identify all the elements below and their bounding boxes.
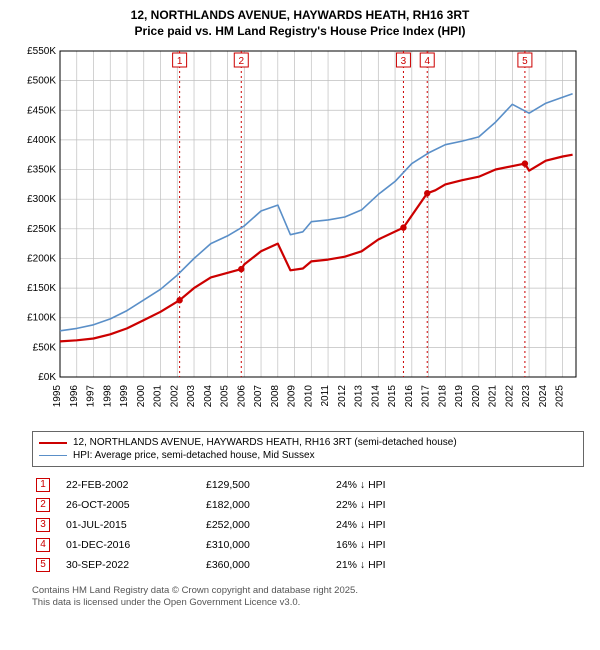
svg-text:2023: 2023 — [521, 385, 532, 408]
event-price: £129,500 — [202, 475, 332, 495]
svg-text:2005: 2005 — [220, 385, 231, 408]
svg-text:2020: 2020 — [471, 385, 482, 408]
svg-text:2003: 2003 — [186, 385, 197, 408]
legend-item-hpi: HPI: Average price, semi-detached house,… — [39, 449, 577, 462]
svg-text:£200K: £200K — [27, 254, 56, 265]
svg-text:£350K: £350K — [27, 165, 56, 176]
event-row: 3 01-JUL-2015£252,00024% ↓ HPI — [32, 515, 584, 535]
event-delta: 16% ↓ HPI — [332, 535, 584, 555]
chart-title: 12, NORTHLANDS AVENUE, HAYWARDS HEATH, R… — [14, 8, 586, 39]
svg-text:£300K: £300K — [27, 194, 56, 205]
footnote-line1: Contains HM Land Registry data © Crown c… — [32, 585, 584, 597]
event-row: 5 30-SEP-2022£360,00021% ↓ HPI — [32, 555, 584, 575]
svg-text:1996: 1996 — [69, 385, 80, 408]
event-marker: 5 — [36, 558, 50, 572]
svg-text:2008: 2008 — [270, 385, 281, 408]
events-table: 1 22-FEB-2002£129,50024% ↓ HPI 2 26-OCT-200… — [32, 475, 584, 575]
event-price: £360,000 — [202, 555, 332, 575]
event-row: 1 22-FEB-2002£129,50024% ↓ HPI — [32, 475, 584, 495]
event-delta: 24% ↓ HPI — [332, 475, 584, 495]
svg-text:2025: 2025 — [555, 385, 566, 408]
svg-text:2012: 2012 — [337, 385, 348, 408]
svg-text:2011: 2011 — [320, 385, 331, 407]
title-line2: Price paid vs. HM Land Registry's House … — [14, 24, 586, 40]
footnote-line2: This data is licensed under the Open Gov… — [32, 597, 584, 609]
event-price: £252,000 — [202, 515, 332, 535]
svg-text:£0K: £0K — [38, 372, 56, 383]
event-row: 2 26-OCT-2005£182,00022% ↓ HPI — [32, 495, 584, 515]
chart-area: £0K £50K £100K £150K £200K £250K £300K £350K £40… — [14, 45, 584, 425]
event-marker: 3 — [36, 518, 50, 532]
svg-text:£250K: £250K — [27, 224, 56, 235]
event-date: 26-OCT-2005 — [62, 495, 202, 515]
svg-text:2007: 2007 — [253, 385, 264, 408]
svg-text:2002: 2002 — [169, 385, 180, 408]
svg-text:1997: 1997 — [86, 385, 97, 408]
svg-text:£400K: £400K — [27, 135, 56, 146]
svg-text:£500K: £500K — [27, 76, 56, 87]
svg-text:2017: 2017 — [421, 385, 432, 408]
legend-swatch-hpi — [39, 455, 67, 456]
svg-text:£50K: £50K — [33, 343, 57, 354]
title-line1: 12, NORTHLANDS AVENUE, HAYWARDS HEATH, R… — [14, 8, 586, 24]
event-price: £182,000 — [202, 495, 332, 515]
svg-text:2021: 2021 — [488, 385, 499, 408]
svg-text:£100K: £100K — [27, 313, 56, 324]
svg-text:2009: 2009 — [287, 385, 298, 408]
svg-text:£450K: £450K — [27, 105, 56, 116]
event-marker: 1 — [36, 478, 50, 492]
legend: 12, NORTHLANDS AVENUE, HAYWARDS HEATH, R… — [32, 431, 584, 467]
event-date: 01-JUL-2015 — [62, 515, 202, 535]
svg-text:2014: 2014 — [370, 385, 381, 408]
legend-item-property: 12, NORTHLANDS AVENUE, HAYWARDS HEATH, R… — [39, 436, 577, 449]
svg-text:2001: 2001 — [153, 385, 164, 408]
svg-text:2004: 2004 — [203, 385, 214, 408]
event-delta: 22% ↓ HPI — [332, 495, 584, 515]
svg-text:2016: 2016 — [404, 385, 415, 408]
svg-text:4: 4 — [424, 56, 430, 67]
svg-text:2019: 2019 — [454, 385, 465, 408]
svg-text:£550K: £550K — [27, 46, 56, 57]
event-price: £310,000 — [202, 535, 332, 555]
svg-text:1999: 1999 — [119, 385, 130, 408]
legend-label-property: 12, NORTHLANDS AVENUE, HAYWARDS HEATH, R… — [73, 437, 457, 448]
svg-text:2010: 2010 — [303, 385, 314, 408]
svg-text:£150K: £150K — [27, 283, 56, 294]
event-date: 30-SEP-2022 — [62, 555, 202, 575]
legend-swatch-property — [39, 442, 67, 444]
footnote: Contains HM Land Registry data © Crown c… — [32, 585, 584, 609]
svg-text:1: 1 — [177, 56, 183, 67]
event-marker: 4 — [36, 538, 50, 552]
svg-text:2024: 2024 — [538, 385, 549, 408]
svg-text:2013: 2013 — [354, 385, 365, 408]
svg-text:3: 3 — [401, 56, 407, 67]
event-row: 4 01-DEC-2016£310,00016% ↓ HPI — [32, 535, 584, 555]
svg-text:1998: 1998 — [102, 385, 113, 408]
svg-text:2006: 2006 — [236, 385, 247, 408]
legend-label-hpi: HPI: Average price, semi-detached house,… — [73, 450, 315, 461]
event-delta: 24% ↓ HPI — [332, 515, 584, 535]
svg-text:5: 5 — [522, 56, 528, 67]
event-marker: 2 — [36, 498, 50, 512]
event-date: 22-FEB-2002 — [62, 475, 202, 495]
svg-text:2015: 2015 — [387, 385, 398, 408]
svg-text:2000: 2000 — [136, 385, 147, 408]
svg-text:2022: 2022 — [504, 385, 515, 408]
svg-text:1995: 1995 — [52, 385, 63, 408]
event-date: 01-DEC-2016 — [62, 535, 202, 555]
chart-svg: £0K £50K £100K £150K £200K £250K £300K £350K £40… — [14, 45, 584, 425]
svg-text:2018: 2018 — [437, 385, 448, 408]
event-delta: 21% ↓ HPI — [332, 555, 584, 575]
svg-text:2: 2 — [238, 56, 244, 67]
